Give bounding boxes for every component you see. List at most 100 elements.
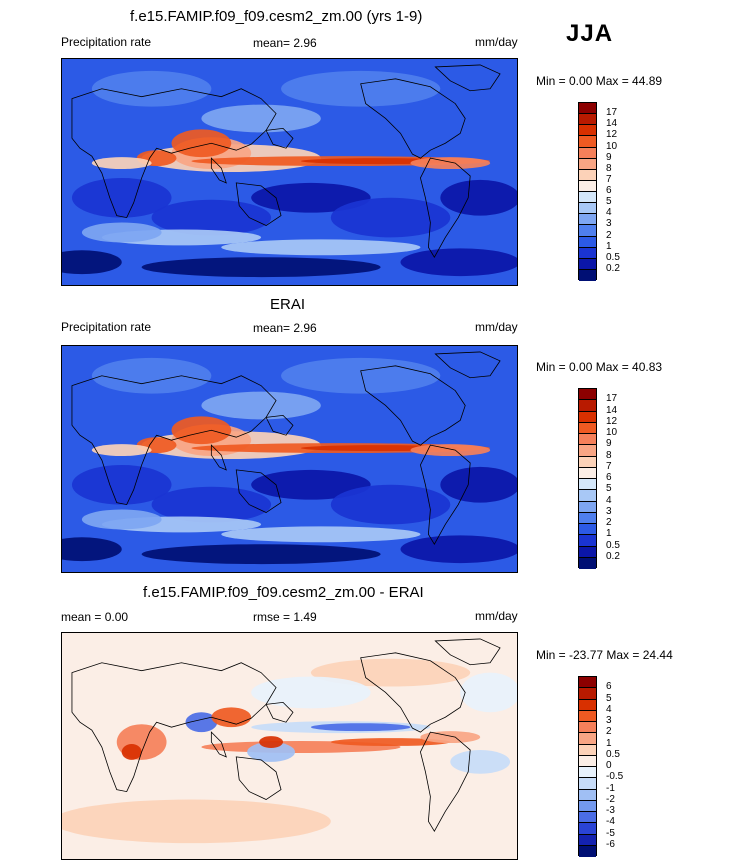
colorbar-tick-label: 2 xyxy=(606,229,612,241)
colorbar-segment xyxy=(579,389,596,401)
colorbar-tick-label: 9 xyxy=(606,438,612,450)
colorbar-tick-label: 1 xyxy=(606,240,612,252)
colorbar-segment xyxy=(579,845,596,857)
panel-obs-mean-label: mean= 2.96 xyxy=(253,321,317,335)
colorbar-segment xyxy=(579,834,596,846)
colorbar-tick-label: 6 xyxy=(606,681,612,693)
colorbar-segment xyxy=(579,125,596,137)
colorbar-segment xyxy=(579,434,596,446)
colorbar-segment xyxy=(579,557,596,569)
colorbar-segment xyxy=(579,546,596,558)
colorbar-tick-label: 5 xyxy=(606,692,612,704)
panel-diff-mean-label: mean = 0.00 xyxy=(61,610,129,624)
panel-model-map-graphic xyxy=(62,59,517,285)
colorbar-tick-label: -6 xyxy=(606,838,615,850)
colorbar-segment xyxy=(579,479,596,491)
colorbar-tick-label: 17 xyxy=(606,107,618,119)
panel-obs-map xyxy=(61,345,518,573)
colorbar-segment xyxy=(579,422,596,434)
colorbar-tick-label: 4 xyxy=(606,703,612,715)
colorbar-tick-label: 6 xyxy=(606,185,612,196)
colorbar-segment xyxy=(579,501,596,513)
season-label: JJA xyxy=(566,20,614,47)
colorbar-tick-label: 10 xyxy=(606,140,618,152)
colorbar-tick-label: -2 xyxy=(606,793,615,805)
panel-model-title: f.e15.FAMIP.f09_f09.cesm2_zm.00 (yrs 1-9… xyxy=(130,8,423,25)
colorbar-tick-label: 3 xyxy=(606,505,612,517)
panel-diff-units-label: mm/day xyxy=(475,609,518,623)
colorbar-tick-label: 0.5 xyxy=(606,539,620,551)
colorbar-segment xyxy=(579,688,596,700)
colorbar-segment xyxy=(579,778,596,790)
colorbar-segment xyxy=(579,722,596,734)
panel-obs-units-label: mm/day xyxy=(475,320,518,334)
colorbar-segment xyxy=(579,535,596,547)
colorbar-segment xyxy=(579,710,596,722)
colorbar-tick-label: 2 xyxy=(606,726,612,738)
colorbar-tick-label: 9 xyxy=(606,151,612,163)
colorbar-tick-label: 4 xyxy=(606,494,612,506)
colorbar-tick-label: 8 xyxy=(606,162,612,174)
colorbar-tick-label: 14 xyxy=(606,404,618,416)
panel-model-map xyxy=(61,58,518,286)
colorbar-tick-label: -0.5 xyxy=(606,771,624,783)
colorbar-tick-label: 8 xyxy=(606,449,612,461)
colorbar-tick-label: -3 xyxy=(606,805,615,816)
colorbar-tick-label: 0.5 xyxy=(606,748,620,760)
colorbar-tick-label: 5 xyxy=(606,483,612,495)
colorbar-segment xyxy=(579,524,596,536)
colorbar-segment xyxy=(579,103,596,115)
colorbar-tick-label: 3 xyxy=(606,715,612,726)
colorbar-segment xyxy=(579,677,596,689)
colorbar-tick-label: 0.5 xyxy=(606,251,620,263)
panel-obs-variable-label: Precipitation rate xyxy=(61,320,152,334)
colorbar-tick-label: 2 xyxy=(606,517,612,528)
colorbar-tick-label: 12 xyxy=(606,415,618,427)
colorbar-segment xyxy=(579,114,596,126)
colorbar-segment xyxy=(579,456,596,468)
colorbar-tick-label: 12 xyxy=(606,129,618,141)
colorbar-segment xyxy=(579,789,596,801)
panel-model-mean-label: mean= 2.96 xyxy=(253,36,317,50)
colorbar-segment xyxy=(579,467,596,479)
colorbar-segment xyxy=(579,136,596,148)
panel-obs-colorbar xyxy=(578,388,597,569)
colorbar-tick-label: 10 xyxy=(606,427,618,438)
colorbar-tick-label: 5 xyxy=(606,196,612,208)
panel-diff-title: f.e15.FAMIP.f09_f09.cesm2_zm.00 - ERAI xyxy=(143,584,424,601)
colorbar-segment xyxy=(579,767,596,779)
colorbar-segment xyxy=(579,400,596,412)
colorbar-tick-label: 0.2 xyxy=(606,550,620,562)
panel-model-variable-label: Precipitation rate xyxy=(61,35,152,49)
colorbar-segment xyxy=(579,755,596,767)
colorbar-segment xyxy=(579,180,596,192)
colorbar-segment xyxy=(579,269,596,281)
colorbar-tick-label: 4 xyxy=(606,207,612,219)
colorbar-segment xyxy=(579,733,596,745)
colorbar-segment xyxy=(579,445,596,457)
colorbar-tick-label: 6 xyxy=(606,472,612,483)
colorbar-tick-label: 1 xyxy=(606,737,612,749)
colorbar-segment xyxy=(579,744,596,756)
colorbar-segment xyxy=(579,214,596,226)
colorbar-tick-label: 7 xyxy=(606,173,612,185)
panel-diff-map-graphic xyxy=(62,633,517,859)
colorbar-tick-label: 7 xyxy=(606,460,612,472)
colorbar-segment xyxy=(579,158,596,170)
colorbar-segment xyxy=(579,236,596,248)
colorbar-tick-label: -5 xyxy=(606,827,615,839)
colorbar-segment xyxy=(579,147,596,159)
colorbar-tick-label: 1 xyxy=(606,528,612,540)
colorbar-segment xyxy=(579,169,596,181)
colorbar-tick-label: 3 xyxy=(606,218,612,230)
colorbar-segment xyxy=(579,812,596,824)
colorbar-segment xyxy=(579,225,596,237)
colorbar-segment xyxy=(579,512,596,524)
colorbar-tick-label: 0.2 xyxy=(606,262,620,274)
colorbar-tick-label: -1 xyxy=(606,782,615,794)
colorbar-segment xyxy=(579,247,596,259)
panel-diff-colorbar xyxy=(578,676,597,857)
panel-model-units-label: mm/day xyxy=(475,35,518,49)
colorbar-segment xyxy=(579,490,596,502)
panel-diff-map xyxy=(61,632,518,860)
